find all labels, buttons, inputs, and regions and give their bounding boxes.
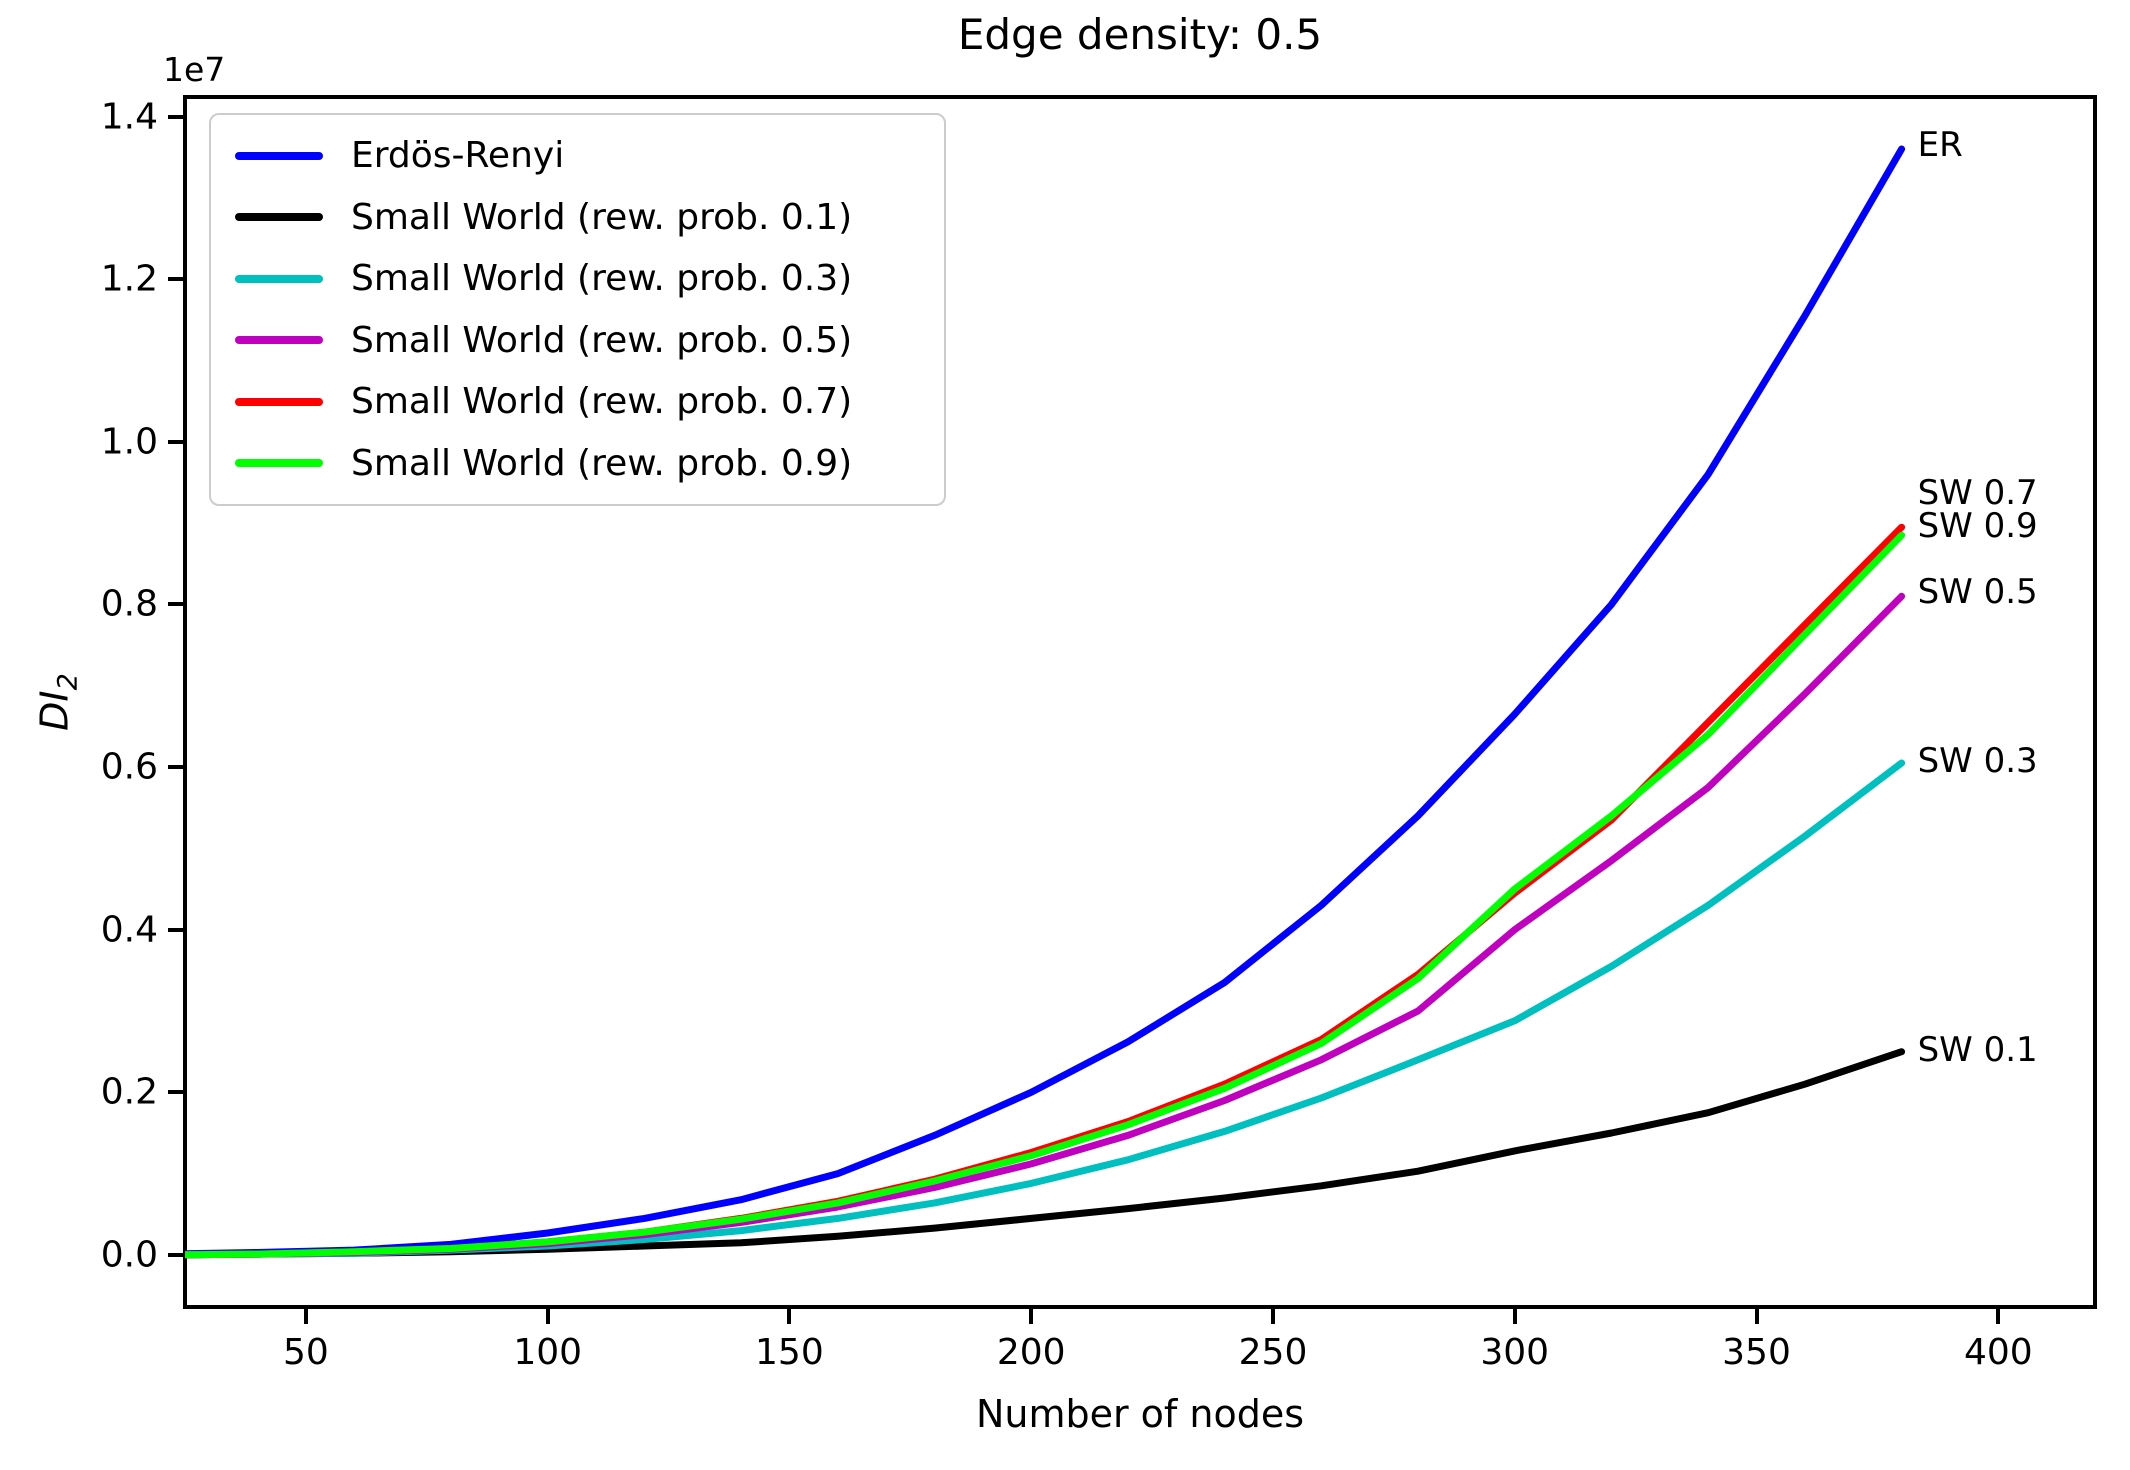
curve-er [185,145,1906,1258]
y-axis-label: DI2 [33,673,84,731]
y-axis-offset-text: 1e7 [163,50,226,89]
x-tick [1754,1309,1759,1324]
y-tick [168,602,183,607]
y-axis-label-subscript: 2 [52,673,84,691]
legend-label: Small World (rew. prob. 0.7) [351,381,853,423]
legend-swatch-sw03 [235,274,323,283]
x-tick-label: 50 [282,1332,329,1373]
curves-svg [185,145,1906,1259]
x-tick-label: 100 [513,1332,583,1373]
y-tick-label: 1.2 [100,258,158,300]
y-tick [168,114,183,119]
x-tick-label: 350 [1722,1332,1791,1373]
y-tick-label: 0.6 [100,746,158,788]
legend-swatch-sw07 [235,397,323,406]
plot-area [185,97,2095,1307]
x-tick-label: 250 [1238,1332,1308,1373]
y-tick-label: 0.8 [100,583,158,625]
y-tick [168,439,183,444]
x-tick [1271,1309,1275,1324]
legend-label: Small World (rew. prob. 0.5) [351,319,853,361]
legend-item-sw07: Small World (rew. prob. 0.7) [235,381,920,422]
y-axis-label-base: DI [32,690,77,731]
y-tick-label: 0.4 [100,909,158,951]
y-tick [168,765,183,770]
legend-item-sw05: Small World (rew. prob. 0.5) [235,320,920,361]
legend-item-sw09: Small World (rew. prob. 0.9) [235,443,920,484]
legend-swatch-sw09 [235,459,323,468]
x-tick-label: 400 [1963,1332,2033,1373]
legend-item-sw03: Small World (rew. prob. 0.3) [235,258,920,299]
legend-label: Small World (rew. prob. 0.9) [351,442,853,484]
chart-title: Edge density: 0.5 [957,10,1323,59]
y-tick-label: 1.4 [100,96,158,137]
x-tick [1029,1309,1034,1324]
curve-sw05 [185,592,1906,1259]
legend-label: Small World (rew. prob. 0.1) [351,196,853,238]
x-tick-label: 150 [755,1332,824,1373]
y-tick-label: 0.2 [100,1071,158,1113]
y-tick [168,1090,183,1095]
end-annotation-sw05: SW 0.5 [1917,572,2038,613]
x-tick [787,1309,792,1324]
end-annotation-sw01: SW 0.1 [1917,1029,2038,1070]
x-axis-label: Number of nodes [975,1392,1305,1436]
end-annotation-sw03: SW 0.3 [1917,741,2038,781]
axes-frame [183,95,2097,1309]
legend-item-er: Erdös-Renyi [235,135,920,176]
end-annotation-sw09: SW 0.9 [1917,506,2038,547]
x-tick [1996,1309,2001,1324]
legend-swatch-sw01 [235,213,323,222]
x-tick [303,1309,308,1324]
y-tick-label: 1.0 [100,421,158,463]
y-tick [168,927,183,932]
x-tick-label: 200 [996,1332,1066,1373]
x-tick [545,1309,550,1324]
legend-item-sw01: Small World (rew. prob. 0.1) [235,197,920,238]
legend-label: Erdös-Renyi [351,135,565,177]
y-tick-label: 0.0 [100,1234,158,1276]
end-annotation-er: ER [1917,125,1963,165]
y-tick [168,1253,183,1257]
legend: Erdös-Renyi Small World (rew. prob. 0.1) S… [209,113,946,506]
x-tick [1512,1309,1517,1324]
x-tick-label: 300 [1480,1332,1550,1373]
curve-sw07 [185,523,1906,1259]
legend-swatch-er [235,151,323,160]
end-annotation-sw07: SW 0.7 [1917,473,2038,514]
curve-sw09 [185,531,1906,1259]
legend-swatch-sw05 [235,336,323,345]
y-tick [168,277,183,282]
legend-label: Small World (rew. prob. 0.3) [351,258,853,300]
